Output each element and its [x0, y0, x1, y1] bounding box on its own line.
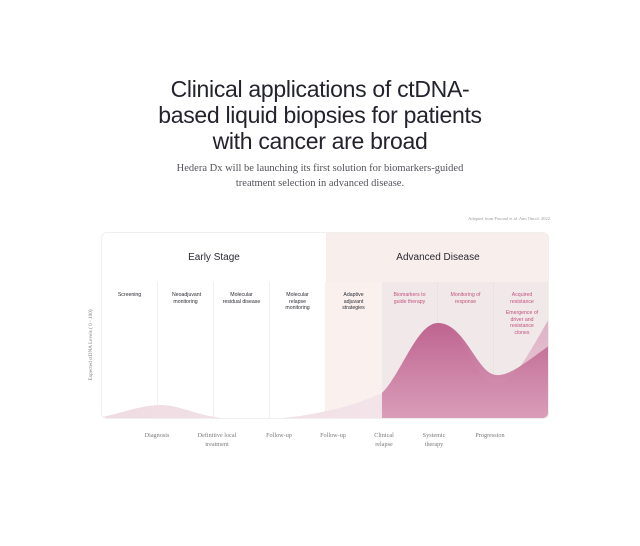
column-label: Molecular relapse monitoring	[285, 292, 310, 312]
x-label-follow-up-1: Follow-up	[266, 432, 292, 439]
column-label: Molecular residual disease	[222, 292, 261, 305]
column-relapse-monitoring: Molecular relapse monitoring	[270, 282, 326, 418]
page-title: Clinical applications of ctDNA- based li…	[0, 76, 640, 154]
ctdna-level-curve	[382, 323, 548, 418]
column-label: Acquired resistance	[510, 292, 534, 305]
column-label: Adaptive adjuvant strategies	[342, 292, 365, 312]
subtitle-line: treatment selection in advanced disease.	[235, 178, 405, 189]
x-label-clinical-relapse: Clinical relapse	[374, 432, 394, 448]
column-sublabel: Emergence of driver and resistance clone…	[505, 310, 539, 336]
x-label-local-treatment: Definitive local treatment	[197, 432, 237, 448]
title-line: with cancer are broad	[212, 128, 428, 154]
subtitle-line: Hedera Dx will be launching its first so…	[176, 163, 464, 174]
column-label: Screening	[117, 292, 142, 298]
x-label-diagnosis: Diagnosis	[144, 432, 170, 439]
column-mrd: Molecular residual disease	[214, 282, 270, 418]
title-line: based liquid biopsies for patients	[158, 102, 482, 128]
x-label-progression: Progression	[475, 432, 505, 439]
column-screening: Screening	[102, 282, 158, 418]
stage-advanced: Advanced Disease	[326, 233, 548, 282]
column-neoadjuvant: Neoadjuvant monitoring	[158, 282, 214, 418]
column-label: Biomarkers to guide therapy	[393, 292, 426, 305]
early-stage-curve	[102, 393, 382, 418]
x-label-follow-up-2: Follow-up	[320, 432, 346, 439]
ctdna-curve-chart	[102, 320, 548, 418]
column-adaptive-adjuvant: Adaptive adjuvant strategies	[326, 282, 382, 418]
column-label: Monitoring of response	[450, 292, 481, 305]
diagram-card: Early Stage Advanced Disease Screening N…	[101, 232, 549, 419]
column-label: Neoadjuvant monitoring	[172, 292, 202, 305]
source-citation: Adapted from Pascual et al. Ann Oncol. 2…	[468, 216, 550, 221]
title-line: Clinical applications of ctDNA-	[170, 76, 470, 102]
stage-early: Early Stage	[102, 233, 326, 282]
x-label-systemic-therapy: Systemic therapy	[422, 432, 446, 448]
y-axis-label: Expected ctDNA Levels ( 0 - 100)	[88, 309, 94, 381]
page-subtitle: Hedera Dx will be launching its first so…	[0, 161, 640, 191]
x-axis-labels: Diagnosis Definitive local treatment Fol…	[0, 432, 640, 452]
